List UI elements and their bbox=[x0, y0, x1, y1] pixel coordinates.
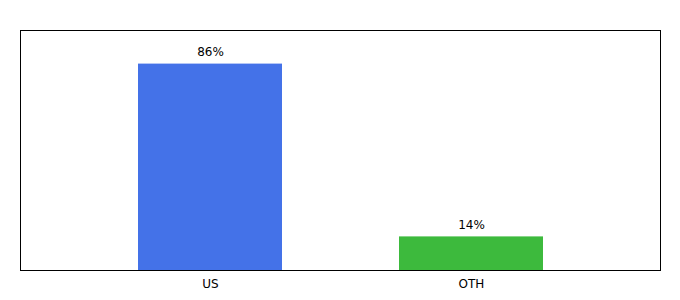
svg-text:OTH: OTH bbox=[459, 277, 485, 291]
svg-text:US: US bbox=[202, 277, 218, 291]
svg-text:14%: 14% bbox=[458, 218, 485, 232]
svg-text:86%: 86% bbox=[197, 45, 224, 59]
